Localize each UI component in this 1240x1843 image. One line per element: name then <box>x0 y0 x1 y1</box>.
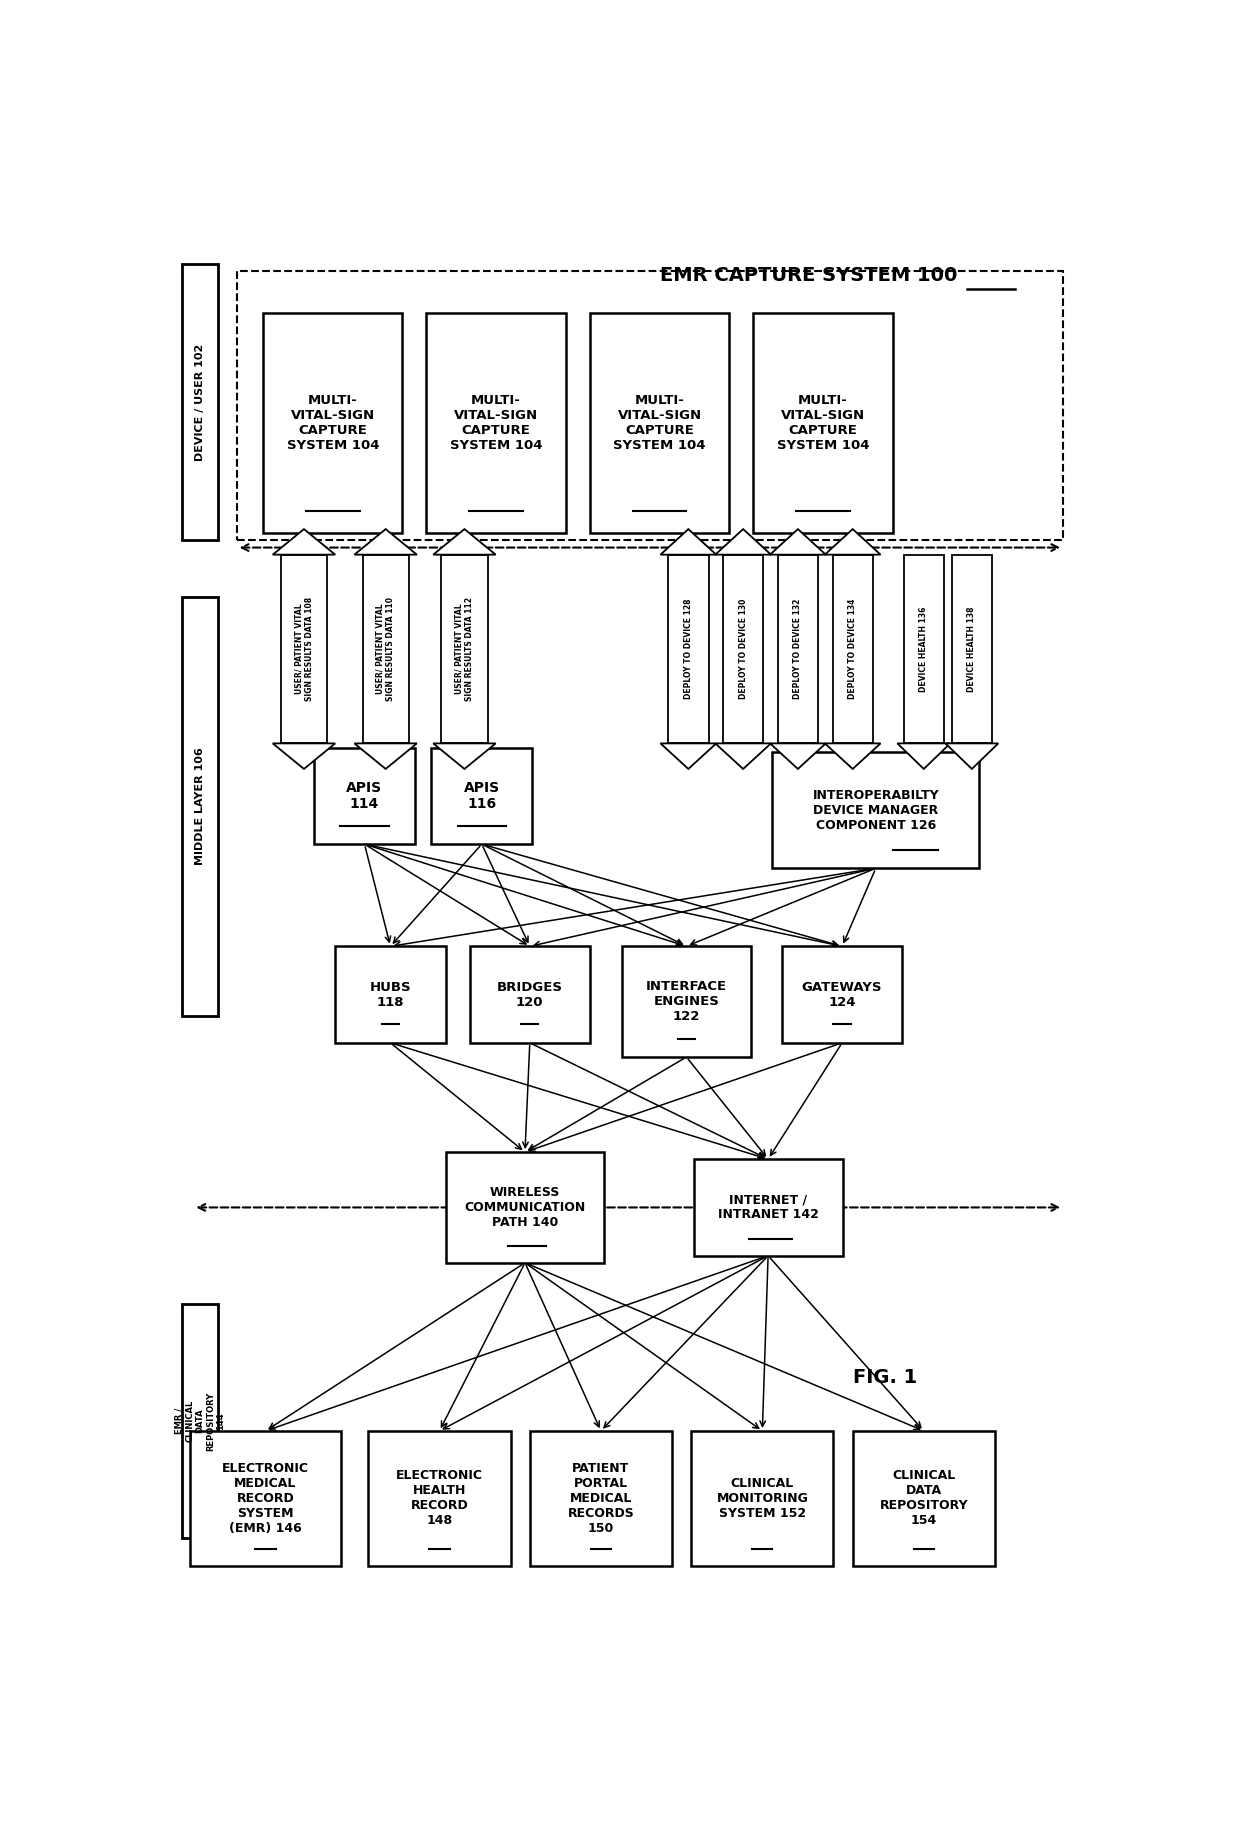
Text: MIDDLE LAYER 106: MIDDLE LAYER 106 <box>195 748 205 866</box>
Polygon shape <box>945 743 998 769</box>
FancyBboxPatch shape <box>190 1430 341 1567</box>
FancyBboxPatch shape <box>693 1159 843 1255</box>
FancyBboxPatch shape <box>368 1430 511 1567</box>
Polygon shape <box>355 743 417 769</box>
FancyBboxPatch shape <box>470 945 590 1043</box>
Polygon shape <box>825 743 880 769</box>
FancyBboxPatch shape <box>753 313 893 533</box>
FancyBboxPatch shape <box>314 748 415 844</box>
FancyBboxPatch shape <box>777 555 818 743</box>
FancyBboxPatch shape <box>441 555 487 743</box>
FancyBboxPatch shape <box>445 1152 604 1262</box>
Text: MULTI-
VITAL-SIGN
CAPTURE
SYSTEM 104: MULTI- VITAL-SIGN CAPTURE SYSTEM 104 <box>776 394 869 452</box>
FancyBboxPatch shape <box>723 555 764 743</box>
Text: PATIENT
PORTAL
MEDICAL
RECORDS
150: PATIENT PORTAL MEDICAL RECORDS 150 <box>568 1461 635 1535</box>
Polygon shape <box>715 743 771 769</box>
Polygon shape <box>433 743 496 769</box>
FancyBboxPatch shape <box>951 555 992 743</box>
FancyBboxPatch shape <box>281 555 327 743</box>
Text: CLINICAL
DATA
REPOSITORY
154: CLINICAL DATA REPOSITORY 154 <box>879 1469 968 1528</box>
FancyBboxPatch shape <box>782 945 903 1043</box>
Polygon shape <box>770 529 826 555</box>
Text: APIS
116: APIS 116 <box>464 781 500 811</box>
Polygon shape <box>825 529 880 555</box>
Text: MULTI-
VITAL-SIGN
CAPTURE
SYSTEM 104: MULTI- VITAL-SIGN CAPTURE SYSTEM 104 <box>614 394 706 452</box>
FancyBboxPatch shape <box>427 313 565 533</box>
Text: FIG. 1: FIG. 1 <box>853 1368 918 1388</box>
Text: INTERNET /
INTRANET 142: INTERNET / INTRANET 142 <box>718 1194 818 1222</box>
Polygon shape <box>715 529 771 555</box>
Text: HUBS
118: HUBS 118 <box>370 980 412 1008</box>
FancyBboxPatch shape <box>832 555 873 743</box>
Polygon shape <box>898 743 950 769</box>
Text: EMR /
CLINICAL
DATA
REPOSITORY
144: EMR / CLINICAL DATA REPOSITORY 144 <box>175 1391 226 1450</box>
Text: USER/ PATIENT VITAL
SIGN RESULTS DATA 112: USER/ PATIENT VITAL SIGN RESULTS DATA 11… <box>455 597 474 700</box>
Text: INTERFACE
ENGINES
122: INTERFACE ENGINES 122 <box>646 980 727 1023</box>
Text: INTEROPERABILTY
DEVICE MANAGER
COMPONENT 126: INTEROPERABILTY DEVICE MANAGER COMPONENT… <box>812 789 939 831</box>
FancyBboxPatch shape <box>621 945 751 1058</box>
Text: APIS
114: APIS 114 <box>346 781 383 811</box>
Text: DEVICE HEALTH 136: DEVICE HEALTH 136 <box>919 606 929 691</box>
FancyBboxPatch shape <box>529 1430 672 1567</box>
FancyBboxPatch shape <box>182 264 218 540</box>
FancyBboxPatch shape <box>182 1305 218 1539</box>
Text: ELECTRONIC
HEALTH
RECORD
148: ELECTRONIC HEALTH RECORD 148 <box>396 1469 482 1528</box>
Text: DEPLOY TO DEVICE 132: DEPLOY TO DEVICE 132 <box>794 599 802 698</box>
Text: ELECTRONIC
MEDICAL
RECORD
SYSTEM
(EMR) 146: ELECTRONIC MEDICAL RECORD SYSTEM (EMR) 1… <box>222 1461 309 1535</box>
Text: MULTI-
VITAL-SIGN
CAPTURE
SYSTEM 104: MULTI- VITAL-SIGN CAPTURE SYSTEM 104 <box>286 394 379 452</box>
Text: EMR CAPTURE SYSTEM 100: EMR CAPTURE SYSTEM 100 <box>660 265 957 284</box>
FancyBboxPatch shape <box>853 1430 994 1567</box>
Text: GATEWAYS
124: GATEWAYS 124 <box>802 980 883 1008</box>
Text: MULTI-
VITAL-SIGN
CAPTURE
SYSTEM 104: MULTI- VITAL-SIGN CAPTURE SYSTEM 104 <box>450 394 542 452</box>
FancyBboxPatch shape <box>668 555 708 743</box>
FancyBboxPatch shape <box>263 313 403 533</box>
FancyBboxPatch shape <box>362 555 409 743</box>
Text: DEVICE / USER 102: DEVICE / USER 102 <box>195 343 205 461</box>
Text: DEPLOY TO DEVICE 130: DEPLOY TO DEVICE 130 <box>739 599 748 698</box>
Text: USER/ PATIENT VITAL
SIGN RESULTS DATA 110: USER/ PATIENT VITAL SIGN RESULTS DATA 11… <box>376 597 396 700</box>
Text: DEVICE HEALTH 138: DEVICE HEALTH 138 <box>967 606 976 691</box>
FancyBboxPatch shape <box>904 555 944 743</box>
Polygon shape <box>433 529 496 555</box>
FancyBboxPatch shape <box>182 597 218 1015</box>
FancyBboxPatch shape <box>590 313 729 533</box>
Polygon shape <box>661 743 717 769</box>
Text: DEPLOY TO DEVICE 128: DEPLOY TO DEVICE 128 <box>683 599 693 698</box>
FancyBboxPatch shape <box>237 271 1063 540</box>
Polygon shape <box>661 529 717 555</box>
Polygon shape <box>273 529 335 555</box>
Text: USER/ PATIENT VITAL
SIGN RESULTS DATA 108: USER/ PATIENT VITAL SIGN RESULTS DATA 10… <box>294 597 314 700</box>
FancyBboxPatch shape <box>773 752 980 868</box>
Polygon shape <box>770 743 826 769</box>
Text: CLINICAL
MONITORING
SYSTEM 152: CLINICAL MONITORING SYSTEM 152 <box>717 1476 808 1520</box>
FancyBboxPatch shape <box>432 748 532 844</box>
Polygon shape <box>273 743 335 769</box>
Polygon shape <box>355 529 417 555</box>
Text: DEPLOY TO DEVICE 134: DEPLOY TO DEVICE 134 <box>848 599 857 698</box>
Text: WIRELESS
COMMUNICATION
PATH 140: WIRELESS COMMUNICATION PATH 140 <box>464 1185 585 1229</box>
FancyBboxPatch shape <box>335 945 445 1043</box>
FancyBboxPatch shape <box>691 1430 833 1567</box>
Text: BRIDGES
120: BRIDGES 120 <box>497 980 563 1008</box>
